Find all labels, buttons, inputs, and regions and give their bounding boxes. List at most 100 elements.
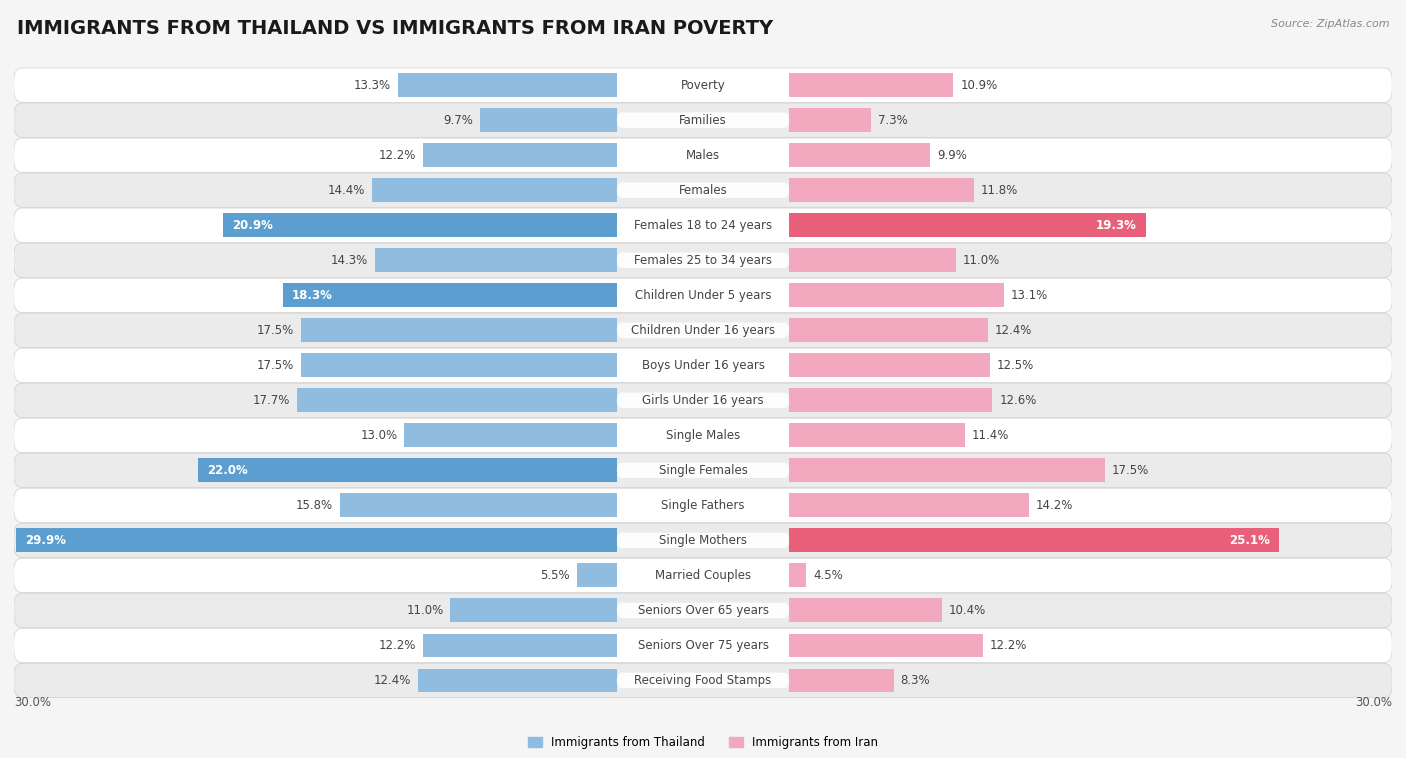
Text: Families: Families	[679, 114, 727, 127]
Text: 5.5%: 5.5%	[540, 569, 569, 582]
Bar	[423, 143, 617, 167]
FancyBboxPatch shape	[617, 323, 789, 338]
Text: 18.3%: 18.3%	[292, 289, 333, 302]
Text: 14.4%: 14.4%	[328, 183, 366, 196]
Text: 15.8%: 15.8%	[297, 499, 333, 512]
Text: 12.5%: 12.5%	[997, 359, 1035, 371]
Bar	[789, 634, 983, 657]
Bar	[450, 599, 617, 622]
FancyBboxPatch shape	[14, 313, 1392, 347]
FancyBboxPatch shape	[14, 663, 1392, 697]
Bar	[789, 318, 988, 342]
FancyBboxPatch shape	[617, 252, 789, 268]
Text: Females 25 to 34 years: Females 25 to 34 years	[634, 254, 772, 267]
FancyBboxPatch shape	[14, 594, 1392, 628]
FancyBboxPatch shape	[14, 138, 1392, 172]
Text: Children Under 5 years: Children Under 5 years	[634, 289, 772, 302]
Text: Seniors Over 75 years: Seniors Over 75 years	[637, 639, 769, 652]
Text: 8.3%: 8.3%	[900, 674, 931, 687]
Text: 22.0%: 22.0%	[207, 464, 247, 477]
Bar	[198, 459, 617, 482]
Text: 19.3%: 19.3%	[1097, 219, 1137, 232]
Bar	[418, 669, 617, 692]
Bar	[789, 424, 965, 447]
Text: 12.4%: 12.4%	[374, 674, 412, 687]
FancyBboxPatch shape	[14, 278, 1392, 312]
Bar	[789, 459, 1105, 482]
FancyBboxPatch shape	[617, 637, 789, 653]
Bar	[789, 599, 942, 622]
Text: Females 18 to 24 years: Females 18 to 24 years	[634, 219, 772, 232]
Bar	[789, 563, 807, 587]
Bar	[340, 493, 617, 517]
Text: 30.0%: 30.0%	[1355, 696, 1392, 709]
Text: Girls Under 16 years: Girls Under 16 years	[643, 394, 763, 407]
Text: 12.2%: 12.2%	[990, 639, 1028, 652]
FancyBboxPatch shape	[617, 428, 789, 443]
Bar	[789, 493, 1029, 517]
Text: 25.1%: 25.1%	[1229, 534, 1270, 547]
FancyBboxPatch shape	[14, 488, 1392, 522]
Text: 29.9%: 29.9%	[25, 534, 66, 547]
FancyBboxPatch shape	[617, 533, 789, 548]
FancyBboxPatch shape	[14, 453, 1392, 487]
Text: 13.3%: 13.3%	[353, 79, 391, 92]
Text: Married Couples: Married Couples	[655, 569, 751, 582]
FancyBboxPatch shape	[617, 112, 789, 128]
Text: 11.4%: 11.4%	[972, 429, 1010, 442]
FancyBboxPatch shape	[14, 68, 1392, 102]
Bar	[405, 424, 617, 447]
Text: Poverty: Poverty	[681, 79, 725, 92]
FancyBboxPatch shape	[14, 173, 1392, 208]
FancyBboxPatch shape	[617, 183, 789, 198]
FancyBboxPatch shape	[617, 462, 789, 478]
Text: Boys Under 16 years: Boys Under 16 years	[641, 359, 765, 371]
Bar	[301, 318, 617, 342]
FancyBboxPatch shape	[617, 498, 789, 513]
Text: Single Fathers: Single Fathers	[661, 499, 745, 512]
Text: 9.7%: 9.7%	[443, 114, 474, 127]
Text: 7.3%: 7.3%	[877, 114, 907, 127]
FancyBboxPatch shape	[617, 673, 789, 688]
Text: 20.9%: 20.9%	[232, 219, 273, 232]
FancyBboxPatch shape	[14, 628, 1392, 662]
Bar	[789, 669, 894, 692]
FancyBboxPatch shape	[617, 603, 789, 618]
FancyBboxPatch shape	[14, 103, 1392, 137]
Text: Seniors Over 65 years: Seniors Over 65 years	[637, 604, 769, 617]
Bar	[789, 283, 1004, 307]
Bar	[224, 213, 617, 237]
Text: 10.4%: 10.4%	[949, 604, 986, 617]
Text: 17.5%: 17.5%	[1112, 464, 1149, 477]
Text: 17.5%: 17.5%	[257, 359, 294, 371]
Bar	[789, 213, 1146, 237]
Bar	[398, 74, 617, 97]
Text: Single Males: Single Males	[666, 429, 740, 442]
FancyBboxPatch shape	[14, 558, 1392, 593]
Bar	[789, 249, 956, 272]
Bar	[17, 528, 617, 553]
Text: 17.5%: 17.5%	[257, 324, 294, 337]
Text: Single Females: Single Females	[658, 464, 748, 477]
Text: 9.9%: 9.9%	[938, 149, 967, 161]
Legend: Immigrants from Thailand, Immigrants from Iran: Immigrants from Thailand, Immigrants fro…	[523, 731, 883, 753]
FancyBboxPatch shape	[14, 523, 1392, 558]
Bar	[789, 143, 931, 167]
Text: Source: ZipAtlas.com: Source: ZipAtlas.com	[1271, 19, 1389, 29]
Bar	[576, 563, 617, 587]
Text: 11.0%: 11.0%	[963, 254, 1000, 267]
Text: Females: Females	[679, 183, 727, 196]
Text: 30.0%: 30.0%	[14, 696, 51, 709]
Text: 17.7%: 17.7%	[252, 394, 290, 407]
Bar	[301, 353, 617, 377]
Bar	[789, 353, 990, 377]
FancyBboxPatch shape	[617, 148, 789, 163]
Bar	[283, 283, 617, 307]
Bar	[789, 178, 974, 202]
Text: 14.3%: 14.3%	[330, 254, 368, 267]
FancyBboxPatch shape	[617, 218, 789, 233]
Text: 11.8%: 11.8%	[981, 183, 1018, 196]
Text: Males: Males	[686, 149, 720, 161]
Text: IMMIGRANTS FROM THAILAND VS IMMIGRANTS FROM IRAN POVERTY: IMMIGRANTS FROM THAILAND VS IMMIGRANTS F…	[17, 19, 773, 38]
Text: Children Under 16 years: Children Under 16 years	[631, 324, 775, 337]
